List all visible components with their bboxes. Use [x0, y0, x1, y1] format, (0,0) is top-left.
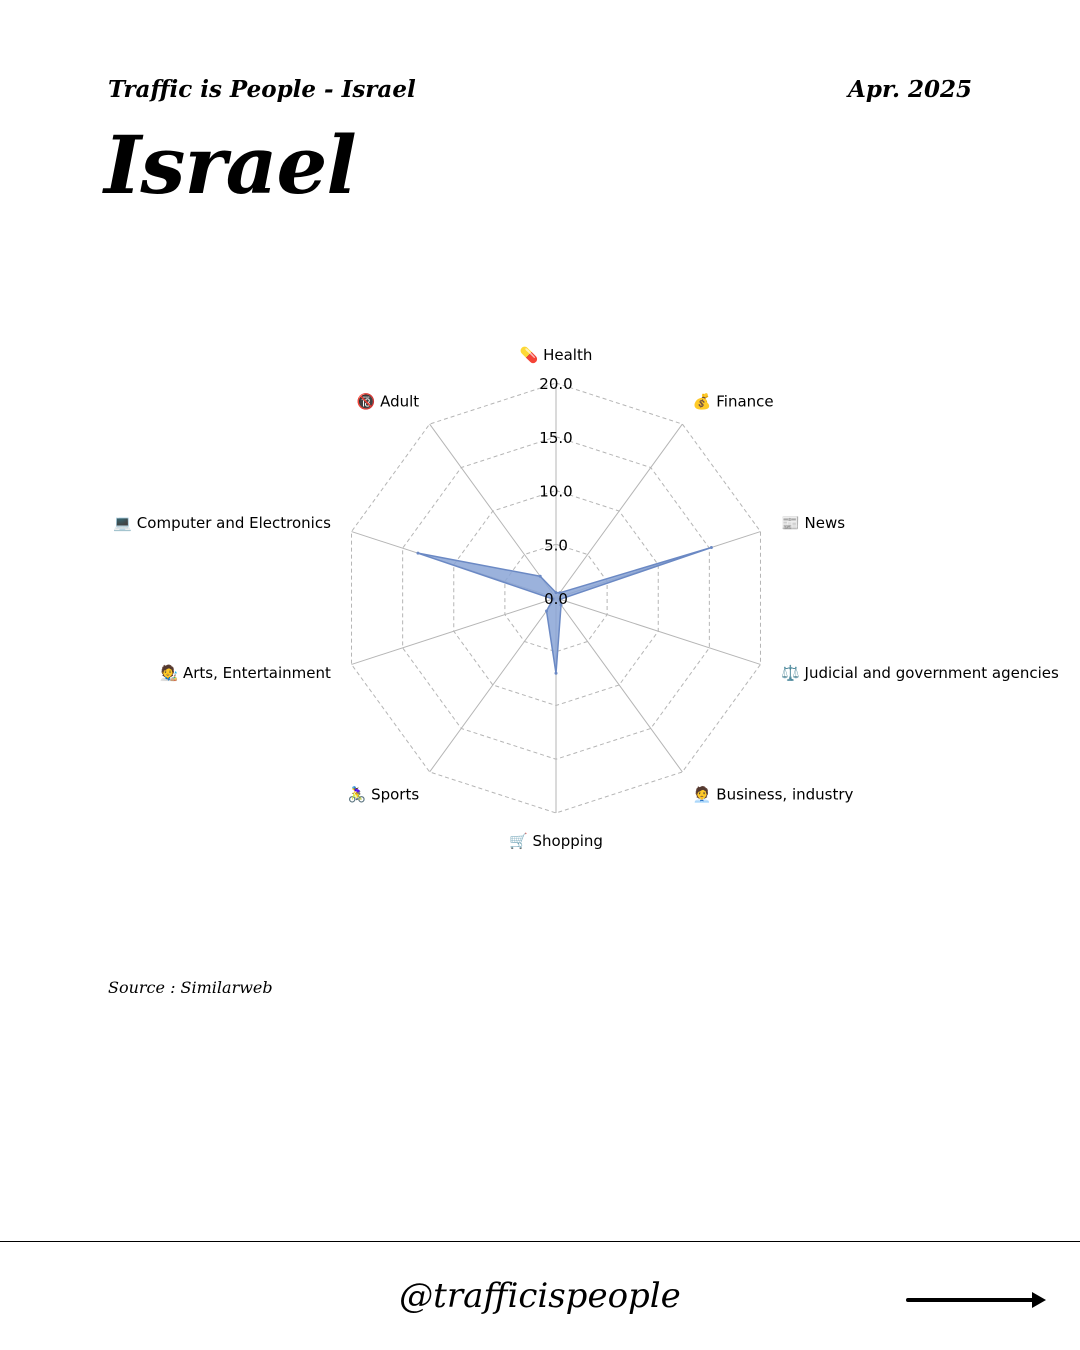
radar-ticks: 0.0 5.0 10.0 15.0 20.0: [539, 375, 572, 608]
data-point-0: [554, 591, 558, 595]
category-label-8: 💻 Computer and Electronics: [113, 514, 331, 532]
category-label-9: 🔞 Adult: [357, 392, 420, 410]
page-title: Israel: [104, 118, 357, 212]
data-point-7: [551, 597, 555, 601]
data-point-9: [538, 574, 542, 578]
grid-spoke-3: [555, 597, 761, 665]
grid-spoke-6: [429, 597, 557, 773]
category-label-4: 🧑‍💼 Business, industry: [693, 785, 854, 804]
category-label-2: 📰 News: [781, 514, 845, 532]
data-point-2: [709, 546, 713, 550]
radar-data: [416, 546, 713, 675]
data-point-4: [559, 603, 563, 607]
data-point-5: [554, 671, 558, 675]
footer-handle: @trafficispeople: [399, 1276, 681, 1316]
grid-spoke-4: [555, 597, 683, 773]
tick-label-0: 0.0: [544, 590, 568, 608]
date-label: Apr. 2025: [848, 76, 972, 103]
data-point-8: [416, 551, 420, 555]
grid-spoke-7: [351, 597, 557, 665]
data-point-6: [545, 609, 549, 613]
tick-label-4: 20.0: [539, 375, 572, 393]
category-label-7: 🧑‍🎨 Arts, Entertainment: [160, 663, 331, 682]
tick-label-1: 5.0: [544, 536, 568, 554]
radar-chart: 0.0 5.0 10.0 15.0 20.0 💊 Health 💰 Finance 📰 Ne…: [113, 345, 1059, 850]
data-point-3: [558, 597, 562, 601]
grid-ring-4: [351, 382, 761, 814]
category-label-5: 🛒 Shopping: [509, 832, 603, 850]
source-note: Source : Similarweb: [108, 978, 273, 997]
grid-spoke-9: [429, 423, 557, 599]
category-label-3: ⚖️ Judicial and government agencies: [781, 664, 1059, 682]
tick-label-2: 10.0: [539, 483, 572, 501]
grid-spoke-1: [555, 423, 683, 599]
next-arrow-icon[interactable]: [906, 1288, 1048, 1312]
footer-divider: [0, 1241, 1080, 1242]
data-point-1: [558, 591, 562, 595]
category-label-6: 🚴‍♀️ Sports: [348, 786, 420, 804]
category-label-1: 💰 Finance: [693, 392, 774, 410]
radar-category-labels: 💊 Health 💰 Finance 📰 News ⚖️ Judicial and g…: [113, 345, 1059, 850]
tick-label-3: 15.0: [539, 429, 572, 447]
series-title: Traffic is People - Israel: [108, 76, 416, 103]
category-label-0: 💊 Health: [520, 345, 593, 364]
